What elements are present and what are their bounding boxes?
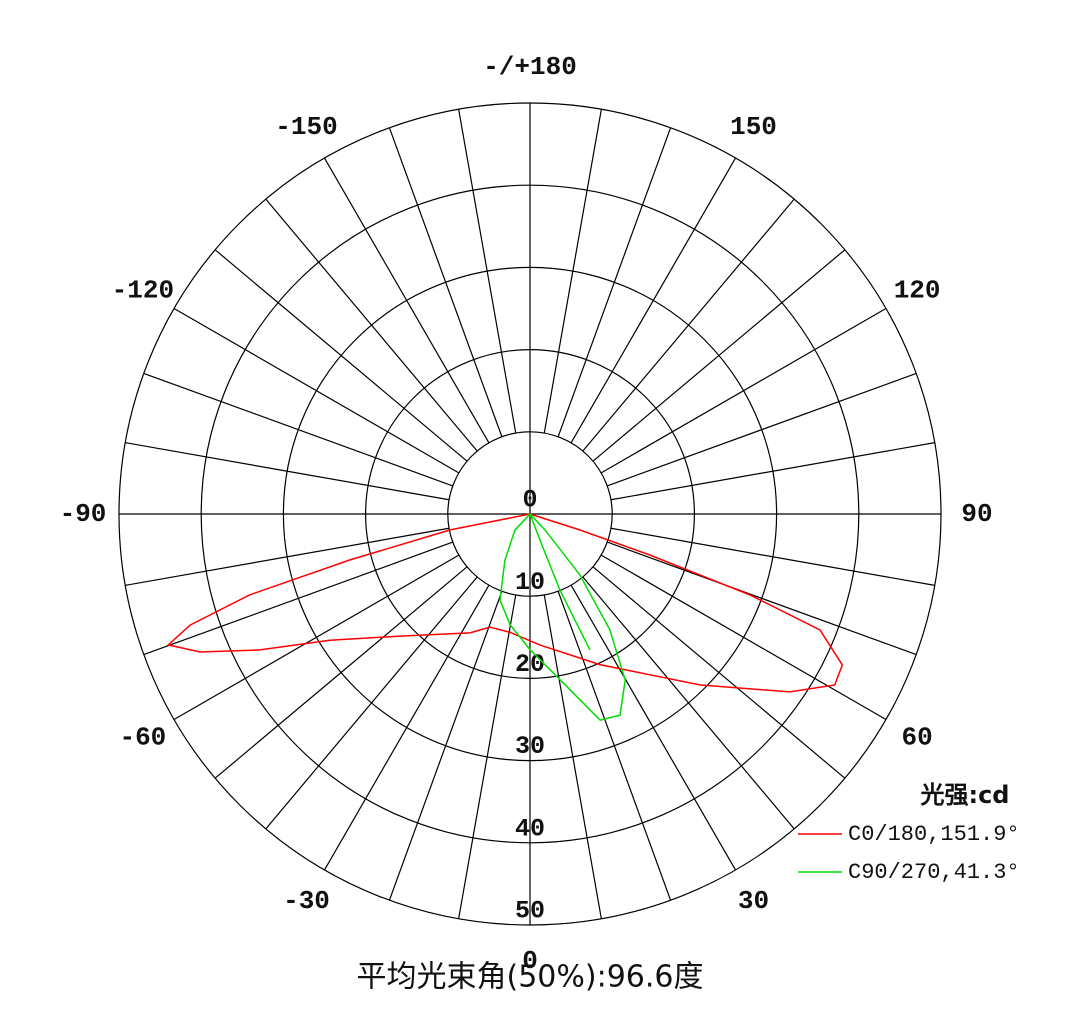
grid-ring: [282, 266, 778, 762]
grid-ring: [447, 431, 613, 597]
angle-tick-label: -/+180: [483, 52, 577, 82]
grid-ring: [118, 102, 942, 926]
r-tick-label: 40: [515, 814, 545, 843]
angle-tick-label: -30: [283, 886, 330, 916]
angle-tick-label: 60: [902, 722, 933, 752]
angle-tick-label: 0: [522, 946, 538, 976]
series-line: [166, 513, 844, 693]
r-tick-label: 50: [515, 897, 545, 926]
legend-title: 光强:cd: [919, 781, 1009, 809]
angle-tick-label: -150: [275, 112, 337, 142]
angle-tick-label: 90: [961, 499, 992, 529]
grid-ring: [365, 349, 695, 679]
angle-tick-label: 120: [894, 275, 941, 305]
r-tick-label: 20: [515, 650, 545, 679]
legend-label: C90/270,41.3°: [848, 860, 1020, 885]
angle-tick-label: -120: [112, 275, 174, 305]
r-tick-label: 0: [522, 486, 537, 515]
r-tick-label: 10: [515, 568, 545, 597]
series-line: [499, 513, 626, 722]
angle-tick-label: -90: [60, 499, 107, 529]
grid-ring: [200, 184, 860, 844]
angle-tick-label: -60: [119, 722, 166, 752]
angle-tick-label: 150: [730, 112, 777, 142]
angle-tick-label: 30: [738, 886, 769, 916]
legend-label: C0/180,151.9°: [848, 822, 1020, 847]
chart-title: 平均光束角(50%):96.6度: [357, 960, 704, 995]
r-tick-label: 30: [515, 732, 545, 761]
